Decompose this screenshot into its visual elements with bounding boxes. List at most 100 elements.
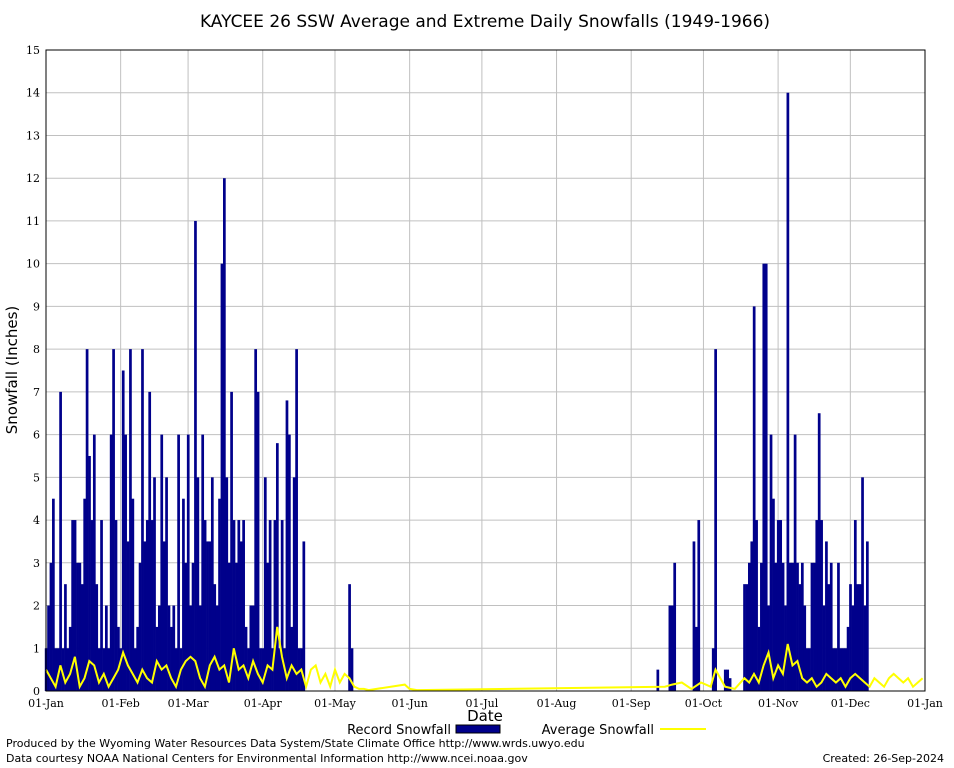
record-snowfall-bar <box>853 520 857 691</box>
record-snowfall-bar <box>856 584 860 691</box>
legend-swatch-record <box>455 724 501 734</box>
record-snowfall-bar <box>223 178 226 691</box>
record-snowfall-bar <box>235 562 238 691</box>
record-snowfall-bar <box>774 562 778 691</box>
record-snowfall-bar <box>78 562 82 691</box>
record-snowfall-bar <box>218 498 221 691</box>
record-snowfall-bar <box>750 541 754 691</box>
record-snowfall-bar <box>350 648 354 691</box>
record-snowfall-bar <box>776 520 780 691</box>
record-snowfall-bar <box>827 584 831 691</box>
record-snowfall-bar <box>247 648 250 691</box>
y-tick-label: 13 <box>26 129 40 142</box>
record-snowfall-bar <box>117 626 120 691</box>
record-snowfall-bar <box>201 434 205 691</box>
record-snowfall-bar <box>90 520 94 691</box>
record-snowfall-bar <box>133 648 137 691</box>
record-snowfall-bar <box>728 678 732 691</box>
record-snowfall-bar <box>109 434 113 691</box>
record-snowfall-bar <box>263 477 267 691</box>
x-tick-label: 01-Jun <box>391 697 427 710</box>
record-snowfall-bar <box>280 520 284 691</box>
y-tick-label: 3 <box>33 557 40 570</box>
x-axis-label: Date <box>467 707 503 725</box>
y-tick-label: 1 <box>33 642 40 655</box>
record-snowfall-bar <box>237 520 241 691</box>
average-snowfall-line <box>45 626 924 692</box>
record-snowfall-bar <box>769 434 773 691</box>
record-snowfall-bar <box>808 648 811 691</box>
record-snowfall-bar <box>849 584 852 691</box>
record-snowfall-bar <box>143 541 147 691</box>
record-snowfall-bar <box>851 605 855 691</box>
record-snowfall-bar <box>839 648 843 691</box>
record-snowfall-bar <box>102 648 106 691</box>
record-snowfall-bar <box>114 520 118 691</box>
plot-frame <box>45 49 926 692</box>
record-snowfall-bar <box>832 648 835 691</box>
record-snowfall-bar <box>215 605 219 691</box>
y-tick-label: 12 <box>26 172 40 185</box>
record-snowfall-bar <box>841 648 845 691</box>
record-snowfall-bar <box>225 477 229 691</box>
record-snowfall-bar <box>817 413 821 691</box>
record-snowfall-bar <box>239 541 243 691</box>
record-snowfall-bar <box>54 648 58 691</box>
legend: Record Snowfall Average Snowfall <box>347 723 706 738</box>
record-snowfall-bar <box>865 541 869 691</box>
y-tick-label: 14 <box>26 87 40 100</box>
record-snowfall-bar <box>49 562 53 691</box>
record-snowfall-bar <box>182 498 185 691</box>
chart-title: KAYCEE 26 SSW Average and Extreme Daily … <box>200 12 770 32</box>
record-snowfall-bar <box>153 477 156 691</box>
x-tick-label: 01-Dec <box>831 697 870 710</box>
record-snowfall-bar <box>781 562 785 691</box>
x-tick-label: 01-Oct <box>685 697 723 710</box>
record-snowfall-bar <box>136 626 140 691</box>
y-tick-label: 10 <box>26 258 40 271</box>
record-snowfall-bar <box>800 562 804 691</box>
record-snowfall-bar <box>73 520 77 691</box>
record-snowfall-bar <box>56 648 60 691</box>
record-snowfall-bar <box>275 443 279 691</box>
record-snowfall-bar <box>259 648 262 691</box>
record-snowfall-bar <box>112 349 115 691</box>
record-snowfall-bar <box>726 669 730 691</box>
record-snowfall-bar <box>820 520 823 691</box>
record-snowfall-bar <box>711 648 715 691</box>
x-tick-label: 01-Aug <box>537 697 577 710</box>
record-snowfall-bar <box>162 541 166 691</box>
record-snowfall-bar <box>189 605 192 691</box>
record-snowfall-bar <box>803 605 807 691</box>
record-snowfall-bar <box>92 434 96 691</box>
record-snowfall-bar <box>837 562 840 691</box>
record-snowfall-bar <box>95 584 99 691</box>
record-snowfall-bar <box>256 391 260 691</box>
record-snowfall-bar <box>165 477 168 691</box>
record-snowfall-bar <box>244 626 248 691</box>
record-snowfall-bar <box>230 391 233 691</box>
record-snowfall-bar <box>752 306 756 691</box>
record-snowfall-bar <box>822 605 826 691</box>
legend-label-record: Record Snowfall <box>347 723 451 738</box>
record-snowfall-bar <box>793 434 797 691</box>
record-snowfall-bar <box>174 648 178 691</box>
record-snowfall-bar <box>767 605 770 691</box>
record-snowfall-bar <box>251 605 255 691</box>
record-snowfall-bar <box>220 263 224 691</box>
record-snowfall-bar <box>714 349 717 691</box>
x-tick-label: 01-Jan <box>907 697 943 710</box>
record-snowfall-bar <box>784 605 787 691</box>
record-snowfall-bar <box>757 626 761 691</box>
record-snowfall-bar <box>88 455 91 691</box>
record-snowfall-bar <box>829 562 833 691</box>
record-snowfall-bar <box>97 648 101 691</box>
credit-line-1: Produced by the Wyoming Water Resources … <box>6 737 585 750</box>
record-snowfall-bar <box>213 584 217 691</box>
record-snowfall-bar <box>64 584 67 691</box>
x-tick-label: 01-Mar <box>168 697 210 710</box>
record-snowfall-bar <box>76 562 79 691</box>
record-snowfall-bar <box>292 477 296 691</box>
x-tick-label: 01-May <box>314 697 357 710</box>
record-snowfall-bar <box>858 584 862 691</box>
